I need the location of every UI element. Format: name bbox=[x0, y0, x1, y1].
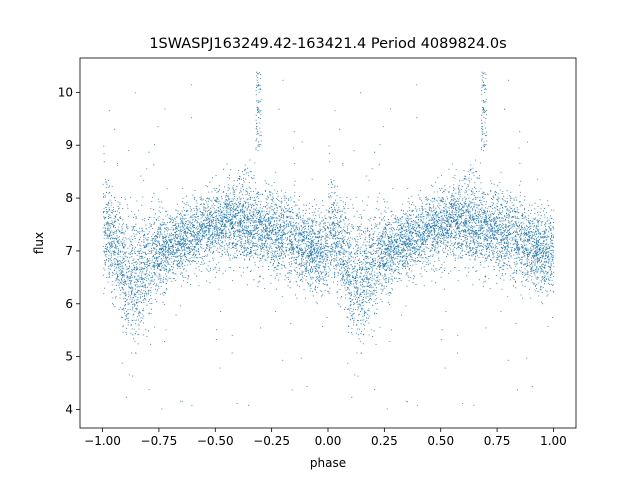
x-tick-label: 0.00 bbox=[315, 434, 342, 448]
chart-title: 1SWASPJ163249.42-163421.4 Period 4089824… bbox=[149, 36, 506, 52]
y-axis-label: flux bbox=[32, 232, 46, 254]
x-axis: −1.00 −0.75 −0.50 −0.25 0.00 0.25 0.50 0.75 1.00 bbox=[84, 428, 567, 448]
y-tick-label: 7 bbox=[65, 244, 73, 258]
y-tick-label: 10 bbox=[58, 85, 73, 99]
y-tick-label: 8 bbox=[65, 191, 73, 205]
scatter-points bbox=[102, 71, 555, 410]
data-points bbox=[102, 71, 555, 410]
x-tick-label: 0.50 bbox=[427, 434, 454, 448]
y-tick-label: 5 bbox=[65, 350, 73, 364]
x-tick-label: 0.25 bbox=[371, 434, 398, 448]
x-tick-label: −0.25 bbox=[253, 434, 290, 448]
x-tick-label: −0.50 bbox=[197, 434, 234, 448]
y-axis: 4 5 6 7 8 9 10 bbox=[58, 85, 80, 417]
y-tick-label: 9 bbox=[65, 138, 73, 152]
x-tick-label: 1.00 bbox=[540, 434, 567, 448]
x-tick-label: −1.00 bbox=[84, 434, 121, 448]
x-tick-label: 0.75 bbox=[484, 434, 511, 448]
y-tick-label: 4 bbox=[65, 403, 73, 417]
plot-frame bbox=[79, 57, 577, 429]
y-tick-label: 6 bbox=[65, 297, 73, 311]
x-axis-label: phase bbox=[310, 456, 346, 470]
x-tick-label: −0.75 bbox=[141, 434, 178, 448]
